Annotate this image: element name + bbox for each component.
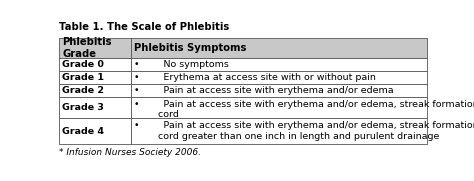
Text: Grade 4: Grade 4: [62, 127, 104, 136]
Bar: [59, 84, 131, 97]
Bar: [131, 58, 427, 71]
Bar: [131, 97, 427, 118]
Text: Grade 0: Grade 0: [62, 60, 104, 69]
Text: Grade 3: Grade 3: [62, 103, 104, 112]
Text: •        No symptoms: • No symptoms: [134, 60, 228, 69]
Bar: [131, 118, 427, 144]
Text: Grade 2: Grade 2: [62, 86, 104, 95]
Text: Table 1. The Scale of Phlebitis: Table 1. The Scale of Phlebitis: [59, 22, 229, 32]
Text: Phlebitis Symptoms: Phlebitis Symptoms: [134, 43, 246, 53]
Text: •        Pain at access site with erythema and/or edema, streak formation, palpa: • Pain at access site with erythema and/…: [134, 121, 474, 141]
Text: Grade 1: Grade 1: [62, 73, 104, 82]
Bar: [59, 118, 131, 144]
Text: •        Erythema at access site with or without pain: • Erythema at access site with or withou…: [134, 73, 376, 82]
Bar: [59, 38, 131, 58]
Text: Phlebitis
Grade: Phlebitis Grade: [62, 37, 112, 59]
Text: •        Pain at access site with erythema and/or edema, streak formation, palpa: • Pain at access site with erythema and/…: [134, 100, 474, 119]
Text: * Infusion Nurses Society 2006.: * Infusion Nurses Society 2006.: [59, 148, 201, 157]
Bar: [131, 38, 427, 58]
Bar: [131, 71, 427, 84]
Text: •        Pain at access site with erythema and/or edema: • Pain at access site with erythema and/…: [134, 86, 393, 95]
Bar: [59, 71, 131, 84]
Bar: [59, 97, 131, 118]
Bar: [59, 58, 131, 71]
Bar: [131, 84, 427, 97]
